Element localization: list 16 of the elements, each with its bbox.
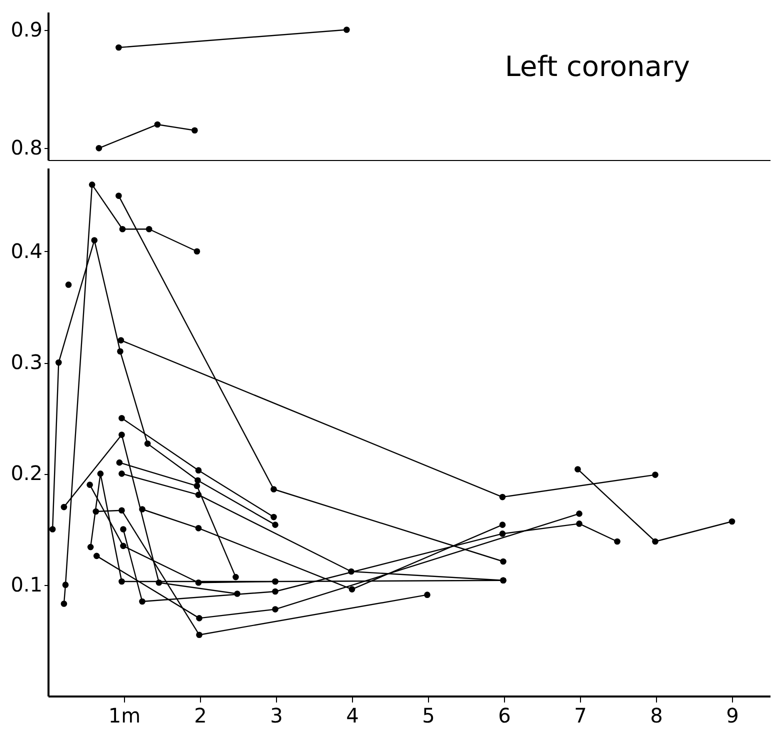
y-tick-label: 0.3: [10, 350, 42, 374]
x-tick-label: 7: [574, 704, 587, 728]
x-tick-label: 6: [498, 704, 511, 728]
x-tick-label: 9: [726, 704, 739, 728]
x-tick-label: 5: [422, 704, 435, 728]
x-tick-label: 2: [194, 704, 207, 728]
y-tick-label: 0.9: [10, 17, 42, 42]
x-tick-label: 4: [346, 704, 359, 728]
y-tick-label: 0.1: [10, 572, 42, 596]
y-tick-label: 0.8: [10, 136, 42, 160]
x-tick-label: 1m: [108, 704, 141, 728]
y-tick-label: 0.4: [10, 238, 42, 263]
x-tick-label: 8: [650, 704, 663, 728]
text: Left coronary: [504, 50, 690, 83]
y-tick-label: 0.2: [10, 461, 42, 486]
x-tick-label: 3: [270, 704, 283, 728]
